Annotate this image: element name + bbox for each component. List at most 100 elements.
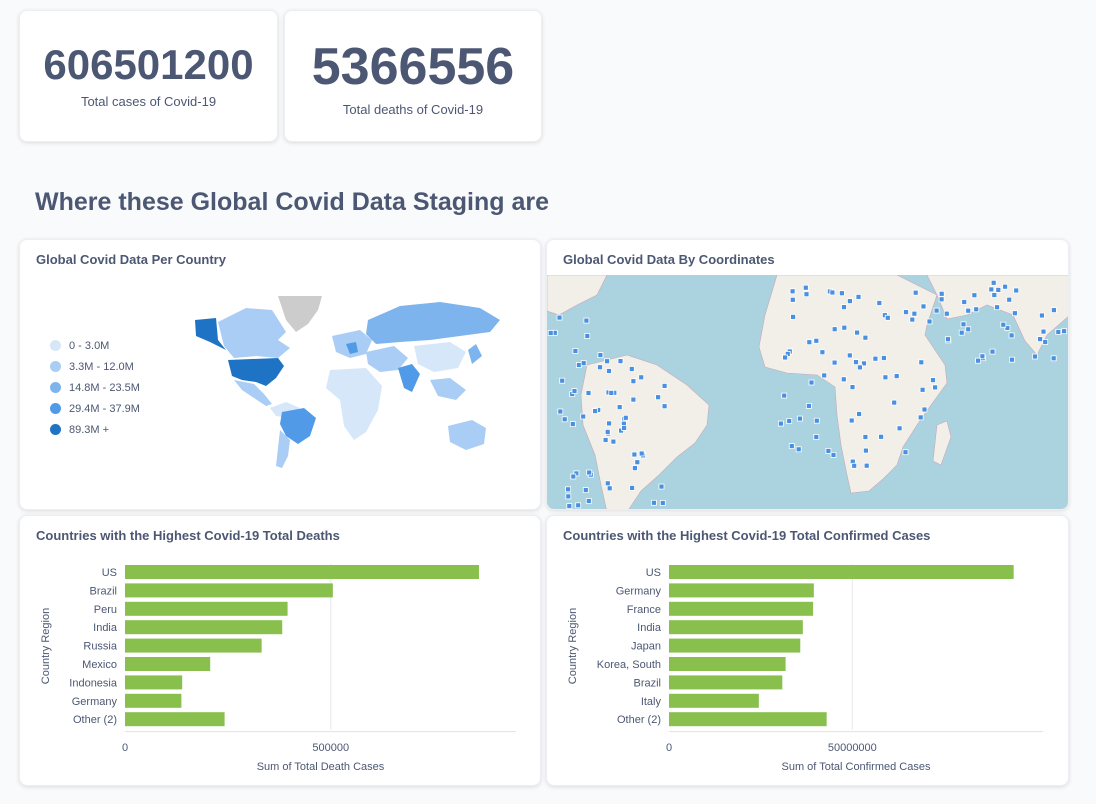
bar[interactable]	[125, 693, 182, 708]
map-pin[interactable]	[795, 446, 802, 453]
bar[interactable]	[669, 565, 1014, 579]
map-pin[interactable]	[841, 324, 848, 331]
map-pin[interactable]	[575, 502, 582, 509]
map-pin[interactable]	[960, 321, 967, 328]
map-region[interactable]	[430, 378, 466, 400]
bar[interactable]	[669, 675, 783, 690]
bar[interactable]	[125, 712, 225, 727]
map-pin[interactable]	[846, 352, 853, 359]
map-pin[interactable]	[831, 326, 838, 333]
map-pin[interactable]	[808, 379, 815, 386]
map-pin[interactable]	[849, 384, 856, 390]
map-pin[interactable]	[979, 353, 986, 360]
map-pin[interactable]	[1004, 325, 1011, 331]
map-pin[interactable]	[565, 493, 572, 500]
pin-map-title[interactable]: Global Covid Data By Coordinates	[563, 252, 775, 267]
map-pin[interactable]	[628, 366, 635, 372]
map-pin[interactable]	[829, 289, 836, 296]
map-pin[interactable]	[604, 480, 611, 487]
map-pin[interactable]	[862, 447, 869, 454]
map-pin[interactable]	[912, 289, 919, 296]
map-pin[interactable]	[938, 290, 945, 297]
cases-bar-chart[interactable]: 0 50000000 US Germany France India Japan Korea,…	[547, 516, 1070, 787]
map-pin[interactable]	[971, 292, 978, 299]
map-pin[interactable]	[582, 487, 589, 494]
map-pin[interactable]	[634, 459, 641, 466]
map-pin[interactable]	[1032, 353, 1038, 360]
map-pin[interactable]	[806, 339, 813, 346]
map-pin[interactable]	[891, 399, 898, 406]
total-deaths-card[interactable]: 5366556 Total deaths of Covid-19	[284, 10, 542, 142]
map-pin[interactable]	[630, 378, 637, 385]
region-map-title[interactable]: Global Covid Data Per Country	[36, 252, 226, 267]
bar[interactable]	[125, 601, 288, 616]
map-region[interactable]	[276, 430, 290, 468]
map-pin[interactable]	[896, 425, 903, 432]
deaths-chart-card[interactable]: Countries with the Highest Covid-19 Tota…	[19, 515, 541, 786]
map-pin[interactable]	[569, 421, 576, 428]
map-pin[interactable]	[571, 388, 578, 394]
map-pin[interactable]	[813, 337, 820, 344]
map-pin[interactable]	[630, 396, 637, 403]
map-pin[interactable]	[1050, 355, 1057, 362]
map-pin[interactable]	[1061, 328, 1067, 335]
map-region[interactable]	[448, 420, 486, 450]
map-pin[interactable]	[805, 402, 812, 409]
map-region[interactable]	[414, 342, 466, 372]
map-pin[interactable]	[1000, 321, 1007, 328]
map-pin[interactable]	[938, 296, 945, 303]
bar[interactable]	[669, 712, 827, 727]
map-pin[interactable]	[995, 286, 1002, 293]
legend-item[interactable]: 3.3M - 12.0M	[50, 356, 140, 377]
bar[interactable]	[125, 620, 283, 635]
map-pin[interactable]	[855, 293, 862, 300]
map-pin[interactable]	[821, 372, 828, 379]
map-pin[interactable]	[597, 364, 603, 371]
map-pin[interactable]	[803, 291, 810, 298]
map-pin[interactable]	[856, 364, 863, 371]
map-pin[interactable]	[790, 314, 797, 320]
map-pin[interactable]	[796, 415, 803, 422]
map-pin[interactable]	[1011, 310, 1018, 317]
map-pin[interactable]	[561, 416, 568, 423]
map-pin[interactable]	[570, 473, 577, 480]
bar[interactable]	[669, 638, 801, 653]
map-pin[interactable]	[782, 354, 789, 361]
map-pin[interactable]	[575, 362, 582, 368]
map-pin[interactable]	[1040, 328, 1047, 335]
map-pin[interactable]	[788, 443, 795, 450]
bar[interactable]	[125, 583, 333, 598]
map-pin[interactable]	[943, 310, 950, 317]
map-pin[interactable]	[1042, 339, 1049, 345]
map-pin[interactable]	[602, 437, 609, 443]
bar[interactable]	[125, 657, 211, 671]
map-region[interactable]	[228, 358, 284, 386]
map-pin[interactable]	[989, 348, 996, 355]
map-region[interactable]	[195, 318, 226, 350]
map-pin[interactable]	[583, 317, 590, 324]
map-pin[interactable]	[659, 500, 666, 506]
bar[interactable]	[125, 638, 262, 653]
map-pin[interactable]	[853, 359, 859, 365]
map-pin[interactable]	[573, 470, 580, 477]
map-region[interactable]	[280, 408, 316, 444]
map-pin[interactable]	[1006, 296, 1013, 303]
map-pin[interactable]	[965, 307, 972, 314]
map-pin[interactable]	[880, 355, 887, 361]
map-region[interactable]	[218, 308, 290, 358]
map-pin[interactable]	[819, 349, 826, 356]
map-pin[interactable]	[631, 451, 638, 458]
map-pin[interactable]	[990, 279, 997, 286]
map-region[interactable]	[278, 296, 322, 332]
map-pin[interactable]	[1055, 329, 1062, 335]
map-pin[interactable]	[903, 309, 909, 315]
map-region[interactable]	[398, 364, 420, 392]
deaths-bar-chart[interactable]: 0 500000 US Brazil Peru India Russia Mexico Indo…	[20, 516, 542, 787]
map-pin[interactable]	[958, 329, 965, 336]
map-pin[interactable]	[884, 314, 891, 321]
map-pin[interactable]	[610, 438, 617, 445]
map-pin[interactable]	[651, 499, 657, 506]
map-pin[interactable]	[862, 434, 869, 440]
map-region[interactable]	[468, 344, 482, 364]
map-pin[interactable]	[604, 358, 610, 365]
